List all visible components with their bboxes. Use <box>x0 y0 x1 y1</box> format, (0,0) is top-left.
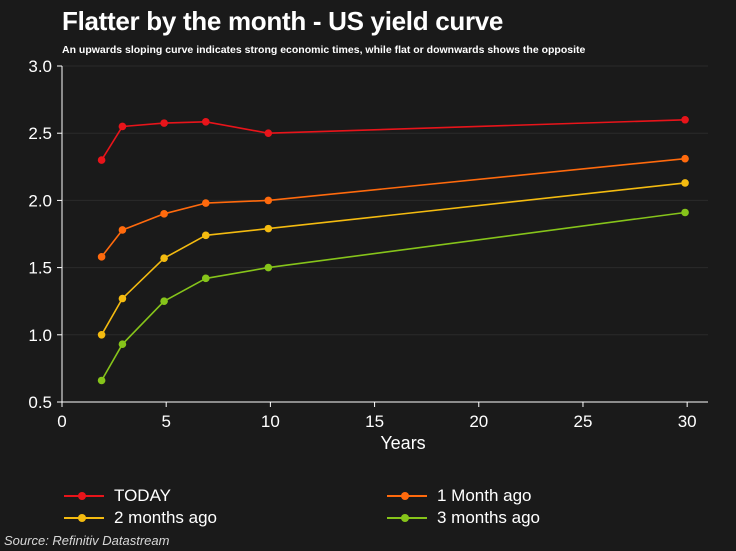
legend-item-2-months-ago: 2 months ago <box>62 508 217 528</box>
legend-label-1-month-ago: 1 Month ago <box>437 486 532 505</box>
x-tick-label: 20 <box>469 412 488 431</box>
data-point-3-months-ago <box>160 297 168 306</box>
x-tick-label: 0 <box>57 412 66 431</box>
data-point-today <box>160 119 168 127</box>
data-point-3-months-ago <box>118 340 127 349</box>
x-tick-label: 15 <box>365 412 384 431</box>
data-point-2-months-ago <box>97 331 106 339</box>
x-axis-label: Years <box>380 433 425 453</box>
series-line-3-months-ago <box>100 211 686 381</box>
data-point-1-month-ago <box>118 226 127 234</box>
legend-label-3-months-ago: 3 months ago <box>437 508 541 527</box>
data-point-3-months-ago <box>97 376 106 385</box>
x-tick-label: 5 <box>161 412 170 431</box>
chart-legend: TODAY 1 Month ago 2 months ago 3 months … <box>0 484 736 532</box>
legend-swatch-3-months-ago <box>385 512 429 524</box>
y-tick-label: 2.0 <box>28 191 52 210</box>
data-point-3-months-ago <box>201 274 210 283</box>
y-tick-label: 3.0 <box>28 57 52 76</box>
yield-curve-chart: 0.5 1.0 1.5 2.0 2.5 3.0 0 5 10 15 20 25 30 Years <box>28 57 708 453</box>
x-tick-label: 30 <box>678 412 697 431</box>
data-point-2-months-ago <box>681 179 689 187</box>
data-point-1-month-ago <box>201 199 210 207</box>
y-tick-label: 1.0 <box>28 326 52 345</box>
y-tick-label: 2.5 <box>28 124 52 143</box>
data-point-today <box>118 122 127 131</box>
data-point-2-months-ago <box>264 224 273 233</box>
y-tick-label: 1.5 <box>28 259 52 278</box>
series-line-today <box>100 119 686 161</box>
data-point-2-months-ago <box>160 254 168 262</box>
data-point-1-month-ago <box>160 210 168 218</box>
chart-subtitle: An upwards sloping curve indicates stron… <box>62 44 586 56</box>
data-point-today <box>97 156 106 164</box>
data-point-today <box>681 115 689 124</box>
x-tick-label: 10 <box>261 412 280 431</box>
legend-label-2-months-ago: 2 months ago <box>114 508 218 527</box>
legend-swatch-2-months-ago <box>62 512 106 524</box>
data-point-3-months-ago <box>264 263 273 272</box>
legend-item-3-months-ago: 3 months ago <box>385 508 540 528</box>
chart-title: Flatter by the month - US yield curve <box>62 6 504 36</box>
legend-swatch-today <box>62 490 106 502</box>
data-point-1-month-ago <box>681 154 689 163</box>
data-point-2-months-ago <box>201 231 210 240</box>
x-tick-label: 25 <box>574 412 593 431</box>
legend-swatch-1-month-ago <box>385 490 429 502</box>
series-line-2-months-ago <box>100 182 686 336</box>
y-tick-label: 0.5 <box>28 393 52 412</box>
legend-item-1-month-ago: 1 Month ago <box>385 486 532 506</box>
data-point-today <box>201 117 210 126</box>
data-point-1-month-ago <box>264 196 273 205</box>
legend-item-today: TODAY <box>62 486 171 506</box>
data-point-3-months-ago <box>681 208 689 217</box>
data-point-2-months-ago <box>118 294 127 303</box>
data-point-1-month-ago <box>97 253 106 261</box>
source-note: Source: Refinitiv Datastream <box>4 533 170 548</box>
legend-label-today: TODAY <box>114 486 171 505</box>
series-line-1-month-ago <box>100 157 686 258</box>
data-point-today <box>264 129 273 137</box>
